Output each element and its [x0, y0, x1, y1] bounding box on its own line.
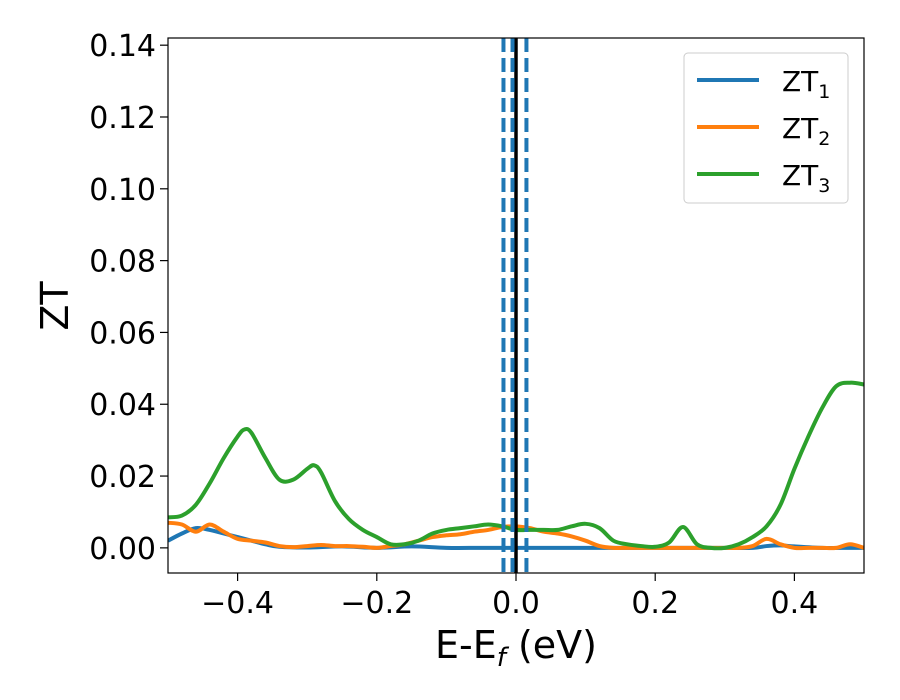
y-tick-label: 0.00 — [89, 532, 156, 567]
y-tick-label: 0.02 — [89, 460, 156, 495]
x-tick-label: −0.4 — [201, 586, 274, 621]
legend: ZT1 ZT2 ZT3 — [683, 52, 849, 204]
x-tick-label: 0.4 — [771, 586, 819, 621]
y-tick-label: 0.10 — [89, 173, 156, 208]
y-axis-label: ZT — [33, 281, 77, 331]
y-tick-label: 0.04 — [89, 388, 156, 423]
y-tick-label: 0.08 — [89, 245, 156, 280]
legend-label-zt2: ZT2 — [782, 112, 830, 150]
x-tick-label: −0.2 — [340, 586, 413, 621]
legend-label-zt1: ZT1 — [782, 65, 830, 103]
x-tick-label: 0.0 — [492, 586, 540, 621]
y-tick-label: 0.12 — [89, 101, 156, 136]
legend-label-zt3: ZT3 — [782, 159, 830, 197]
x-tick-label: 0.2 — [631, 586, 679, 621]
y-tick-label: 0.14 — [89, 29, 156, 64]
x-axis-label: E-Ef (eV) — [435, 623, 597, 673]
legend-frame — [683, 52, 849, 204]
y-tick-label: 0.06 — [89, 316, 156, 351]
